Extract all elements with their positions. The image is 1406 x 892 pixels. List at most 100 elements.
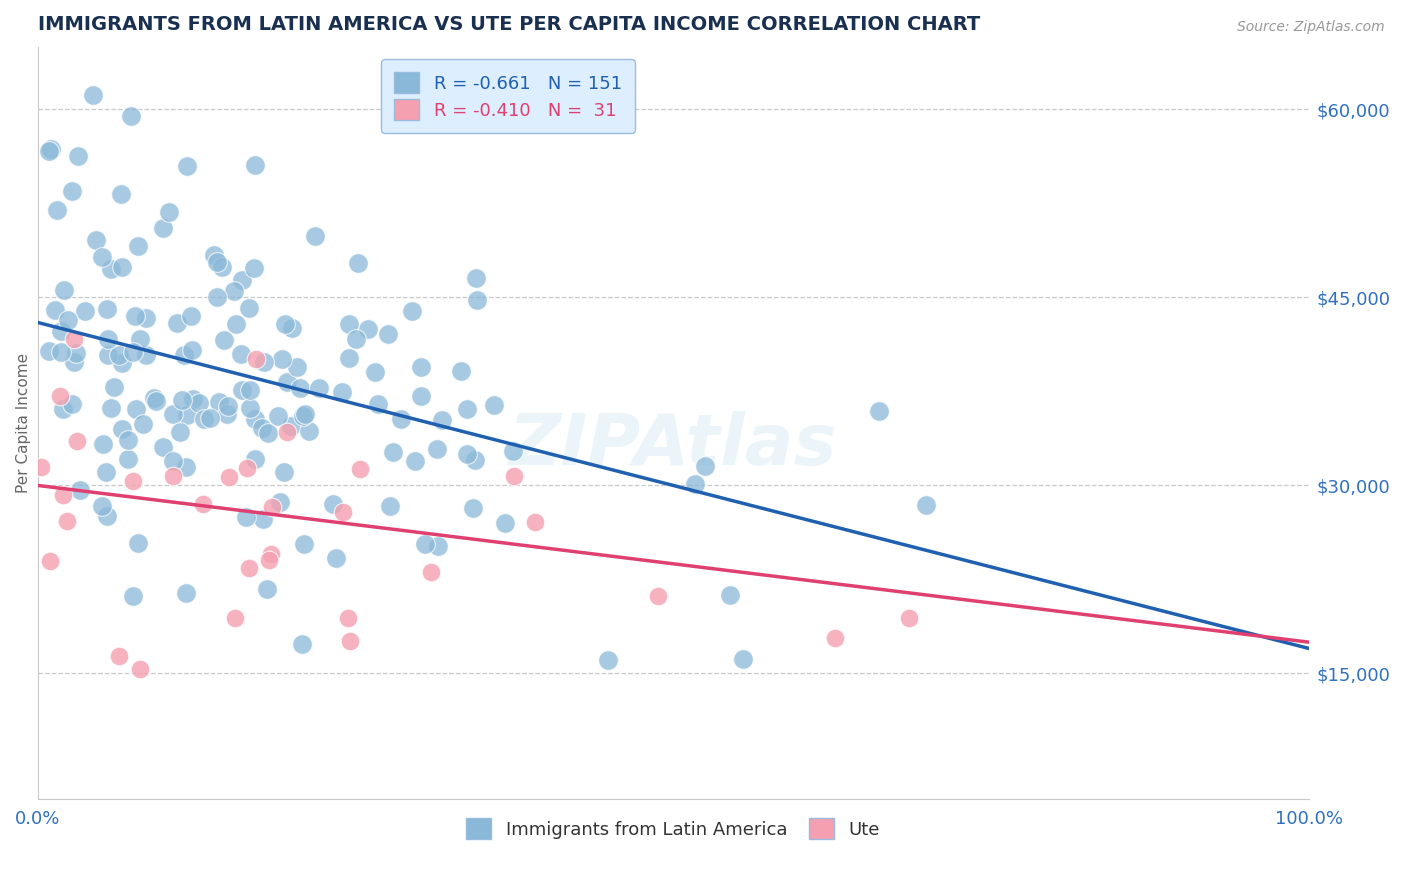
Point — [125, 401, 148, 416]
Point — [276, 375, 298, 389]
Point — [176, 408, 198, 422]
Point — [208, 395, 231, 409]
Point — [120, 109, 142, 123]
Point — [243, 412, 266, 426]
Point — [419, 565, 441, 579]
Point — [193, 412, 215, 426]
Point — [897, 611, 920, 625]
Y-axis label: Per Capita Income: Per Capita Income — [15, 352, 31, 492]
Point — [339, 351, 361, 365]
Point — [129, 332, 152, 346]
Point — [915, 498, 938, 512]
Point — [173, 348, 195, 362]
Point — [94, 465, 117, 479]
Point — [38, 343, 60, 358]
Point — [49, 345, 72, 359]
Point — [217, 399, 239, 413]
Point — [235, 510, 257, 524]
Point — [49, 388, 72, 402]
Point — [273, 466, 295, 480]
Point — [66, 149, 89, 163]
Point — [176, 586, 198, 600]
Point — [82, 87, 104, 102]
Point — [378, 499, 401, 513]
Point — [198, 411, 221, 425]
Point — [96, 509, 118, 524]
Point — [868, 403, 890, 417]
Point — [63, 355, 86, 369]
Point — [336, 611, 359, 625]
Point — [464, 270, 486, 285]
Point — [404, 454, 426, 468]
Point — [211, 260, 233, 274]
Point — [152, 440, 174, 454]
Point — [231, 383, 253, 397]
Point — [363, 365, 385, 379]
Point — [224, 611, 246, 625]
Point — [187, 396, 209, 410]
Point — [464, 453, 486, 467]
Point — [62, 332, 84, 346]
Point — [252, 512, 274, 526]
Point — [308, 381, 330, 395]
Legend: Immigrants from Latin America, Ute: Immigrants from Latin America, Ute — [458, 811, 887, 847]
Point — [121, 474, 143, 488]
Point — [152, 221, 174, 235]
Point — [193, 497, 215, 511]
Point — [267, 409, 290, 424]
Point — [482, 398, 505, 412]
Point — [56, 313, 79, 327]
Point — [117, 434, 139, 448]
Point — [69, 483, 91, 497]
Point — [349, 462, 371, 476]
Point — [145, 393, 167, 408]
Point — [288, 381, 311, 395]
Point — [122, 589, 145, 603]
Point — [243, 261, 266, 276]
Point — [52, 401, 75, 416]
Point — [166, 316, 188, 330]
Point — [135, 311, 157, 326]
Point — [231, 273, 253, 287]
Point — [292, 537, 315, 551]
Point — [243, 451, 266, 466]
Point — [465, 293, 488, 307]
Point — [62, 184, 84, 198]
Point — [598, 653, 620, 667]
Point — [260, 548, 283, 562]
Point — [225, 317, 247, 331]
Point — [172, 392, 194, 407]
Point — [357, 321, 380, 335]
Point — [280, 418, 302, 433]
Point — [381, 445, 404, 459]
Point — [231, 346, 253, 360]
Point — [695, 459, 717, 474]
Point — [718, 588, 741, 602]
Point — [108, 649, 131, 664]
Point — [647, 589, 669, 603]
Point — [73, 304, 96, 318]
Point — [60, 397, 83, 411]
Point — [256, 582, 278, 597]
Point — [142, 391, 165, 405]
Point — [257, 425, 280, 440]
Point — [239, 401, 262, 416]
Point — [415, 536, 437, 550]
Point — [39, 142, 62, 156]
Point — [169, 425, 191, 439]
Point — [180, 310, 202, 324]
Point — [103, 380, 125, 394]
Point — [162, 468, 184, 483]
Point — [253, 355, 276, 369]
Point — [523, 515, 546, 529]
Point — [121, 345, 143, 359]
Point — [503, 468, 526, 483]
Point — [322, 497, 344, 511]
Point — [287, 359, 309, 374]
Point — [456, 401, 478, 416]
Point — [162, 454, 184, 468]
Point — [236, 461, 259, 475]
Point — [110, 422, 132, 436]
Point — [245, 351, 267, 366]
Point — [205, 290, 228, 304]
